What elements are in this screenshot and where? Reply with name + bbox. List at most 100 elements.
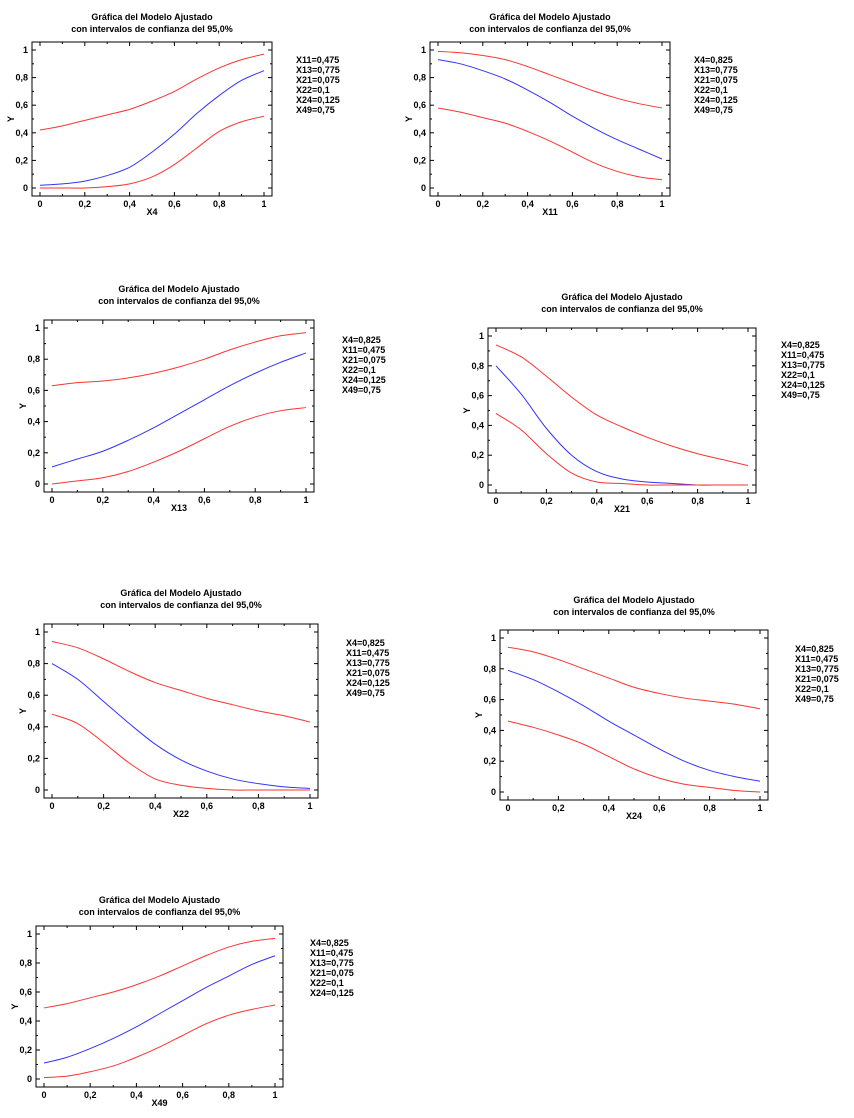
y-tick-label: 0,4 [483, 725, 496, 735]
covariate-note: X11=0,475 [781, 350, 824, 360]
chart-title-line: con intervalos de confianza del 95,0% [553, 607, 715, 617]
x-tick-label: 0,2 [540, 496, 553, 506]
x-axis-label: X11 [542, 207, 558, 217]
series-line-lower [40, 115, 265, 189]
covariate-note: X22=0,1 [342, 365, 376, 375]
x-tick-label: 0,8 [691, 496, 704, 506]
y-tick-label: 0 [27, 1074, 32, 1084]
chart-title-line: con intervalos de confianza del 95,0% [71, 24, 233, 34]
chart-title-line: Gráfica del Modelo Ajustado [118, 284, 240, 294]
x-tick-label: 0,8 [223, 1090, 236, 1100]
covariate-note: X49=0,75 [346, 688, 385, 698]
y-tick-label: 0,6 [27, 690, 40, 700]
x-axis-label: X24 [626, 811, 642, 821]
covariate-note: X24=0,125 [346, 678, 390, 688]
x-tick-label: 0,8 [252, 801, 265, 811]
y-tick-label: 0,6 [27, 385, 40, 395]
x-tick-label: 0 [493, 496, 498, 506]
covariate-note: X22=0,1 [310, 978, 344, 988]
covariate-note: X21=0,075 [310, 968, 354, 978]
chart-title-line: Gráfica del Modelo Ajustado [561, 292, 683, 302]
plot-frame [31, 41, 273, 197]
covariate-note: X4=0,825 [342, 335, 381, 345]
y-tick-label: 1 [35, 627, 40, 637]
y-axis-label: Y [10, 1003, 20, 1009]
covariate-note: X4=0,825 [694, 55, 733, 65]
x-tick-label: 0,4 [147, 495, 160, 505]
chart-title-line: con intervalos de confianza del 95,0% [541, 304, 703, 314]
covariate-note: X11=0,475 [310, 948, 353, 958]
covariate-note: X22=0,1 [694, 85, 728, 95]
chart-title-line: Gráfica del Modelo Ajustado [120, 588, 242, 598]
x-tick-label: 0,2 [477, 199, 490, 209]
covariate-note: X11=0,475 [795, 654, 838, 664]
series-line-fit [39, 70, 265, 186]
chart-title-line: con intervalos de confianza del 95,0% [469, 24, 631, 34]
covariate-note: X24=0,125 [342, 375, 386, 385]
x-axis-label: X22 [173, 809, 189, 819]
y-tick-label: 0,2 [413, 155, 426, 165]
x-tick-label: 0,2 [97, 801, 110, 811]
y-tick-label: 1 [35, 323, 40, 333]
x-tick-label: 0 [49, 495, 54, 505]
chart-panel-x49: Gráfica del Modelo Ajustado con intervalo… [10, 895, 354, 1108]
y-tick-label: 0,2 [471, 450, 484, 460]
covariate-note: X49=0,75 [296, 105, 335, 115]
x-tick-label: 0,4 [149, 801, 162, 811]
covariate-note: X13=0,775 [694, 65, 738, 75]
series-line-lower [43, 1004, 276, 1079]
x-axis-label: X21 [614, 504, 630, 514]
y-tick-label: 1 [479, 331, 484, 341]
series-line-upper [43, 937, 276, 1009]
y-tick-label: 0,8 [413, 73, 426, 83]
covariate-note: X22=0,1 [296, 85, 330, 95]
x-tick-label: 0,2 [84, 1090, 97, 1100]
x-axis-label: X49 [151, 1098, 167, 1108]
covariate-note: X24=0,125 [296, 95, 340, 105]
x-tick-label: 0,8 [611, 199, 624, 209]
x-tick-label: 0,6 [176, 1090, 189, 1100]
covariate-note: X13=0,775 [346, 658, 390, 668]
series-line-fit [43, 955, 276, 1064]
y-tick-label: 0 [35, 479, 40, 489]
series-line-lower [437, 107, 663, 181]
y-tick-label: 0,4 [19, 1016, 32, 1026]
x-tick-label: 0,8 [213, 199, 226, 209]
y-tick-label: 0,6 [471, 391, 484, 401]
y-tick-label: 0,8 [19, 958, 32, 968]
covariate-note: X49=0,75 [694, 105, 733, 115]
series-line-lower [51, 713, 310, 791]
covariate-note: X13=0,775 [310, 958, 354, 968]
y-tick-label: 0 [491, 787, 496, 797]
y-tick-label: 0,4 [471, 420, 484, 430]
chart-title-line: con intervalos de confianza del 95,0% [100, 600, 262, 610]
y-axis-label: Y [404, 116, 414, 122]
x-tick-label: 1 [745, 496, 750, 506]
y-tick-label: 1 [491, 633, 496, 643]
covariate-note: X13=0,775 [296, 65, 340, 75]
plot-frame [499, 629, 769, 801]
covariate-note: X4=0,825 [346, 638, 385, 648]
covariate-note: X21=0,075 [296, 75, 340, 85]
covariate-note: X11=0,475 [346, 648, 389, 658]
x-tick-label: 0,6 [168, 199, 181, 209]
y-tick-label: 0,8 [471, 361, 484, 371]
chart-panel-x21: Gráfica del Modelo Ajustado con intervalo… [462, 292, 825, 514]
chart-panel-x24: Gráfica del Modelo Ajustado con intervalo… [474, 595, 839, 821]
y-tick-label: 0,2 [15, 155, 28, 165]
x-tick-label: 0,8 [249, 495, 262, 505]
plot-frame [43, 319, 315, 493]
covariate-note: X49=0,75 [342, 385, 381, 395]
y-tick-label: 0,8 [27, 659, 40, 669]
chart-panel-x11: Gráfica del Modelo Ajustado con intervalo… [404, 12, 738, 217]
chart-panel-x13: Gráfica del Modelo Ajustado con intervalo… [18, 284, 386, 513]
y-tick-label: 0,6 [483, 695, 496, 705]
y-axis-label: Y [18, 403, 28, 409]
x-tick-label: 0,2 [552, 803, 565, 813]
x-tick-label: 0,6 [566, 199, 579, 209]
x-tick-label: 0,4 [591, 496, 604, 506]
y-tick-label: 1 [23, 45, 28, 55]
series-line-fit [51, 352, 307, 468]
x-axis-label: X4 [146, 207, 157, 217]
